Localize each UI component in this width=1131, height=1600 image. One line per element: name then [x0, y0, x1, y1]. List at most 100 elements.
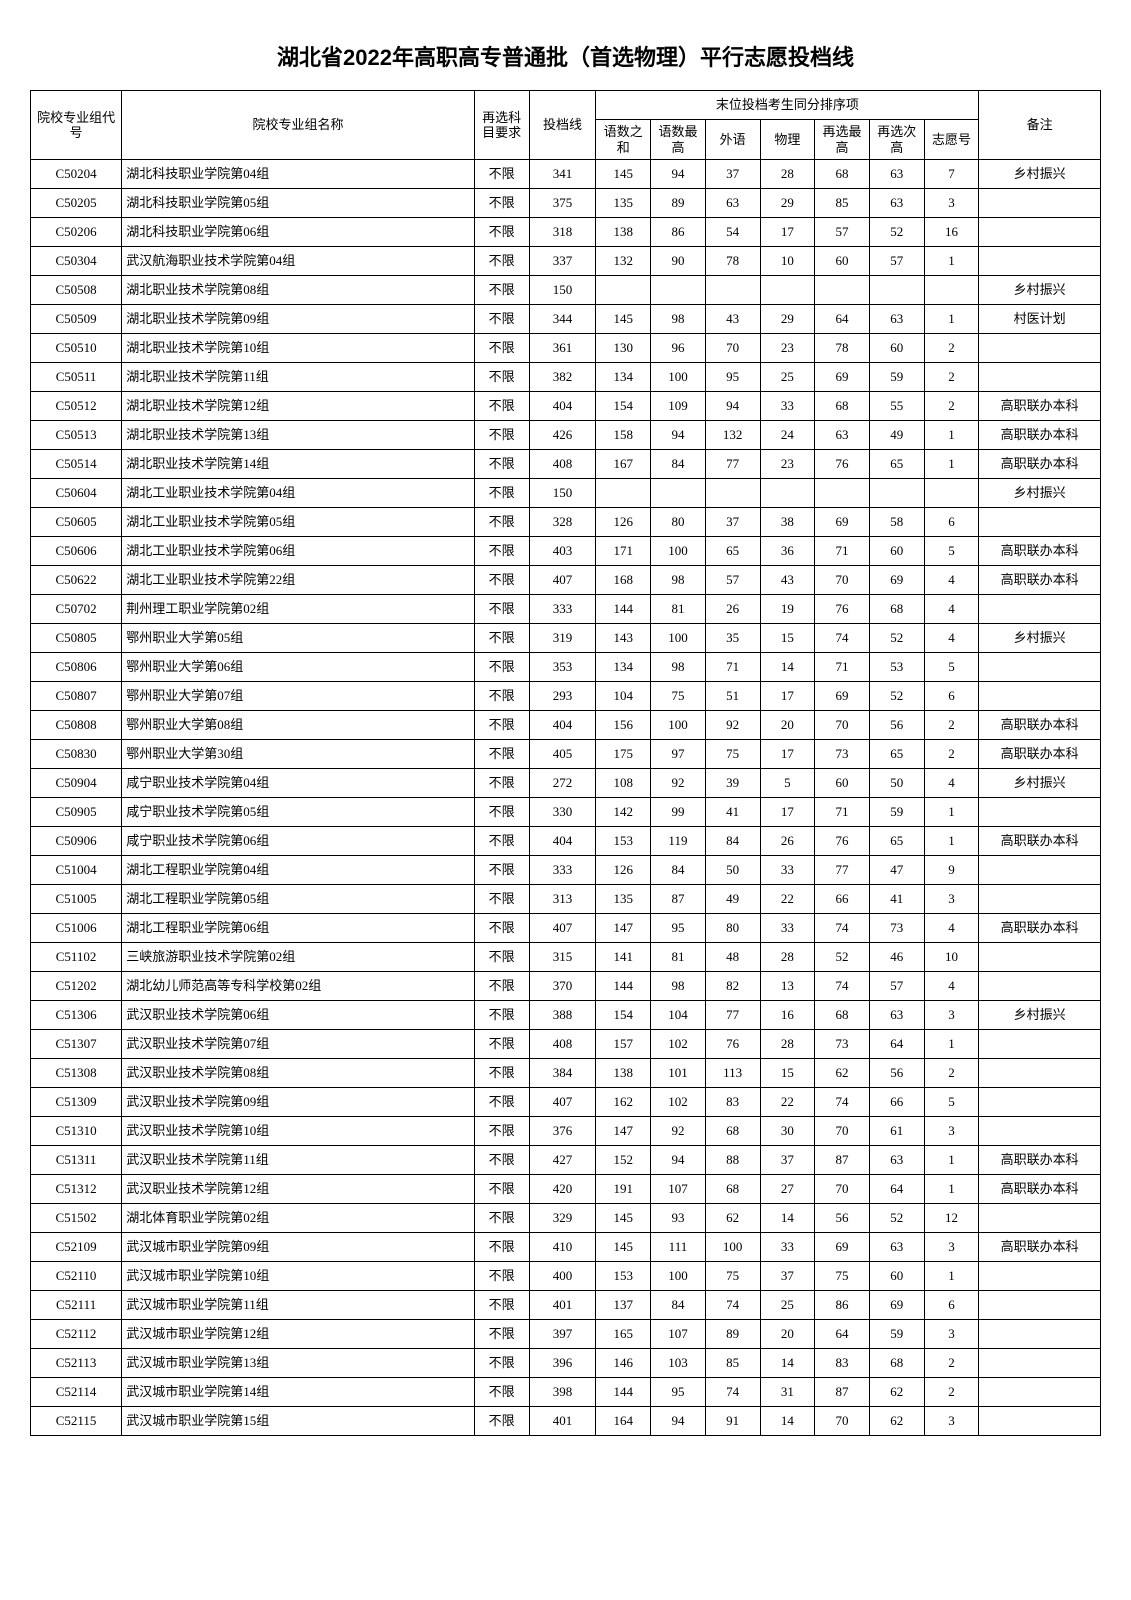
cell-r2: 58 [869, 508, 924, 537]
cell-yszh: 143 [596, 624, 651, 653]
cell-r2: 52 [869, 682, 924, 711]
cell-ysmax: 95 [651, 1378, 706, 1407]
cell-code: C50510 [31, 334, 122, 363]
th-tiebreak-group: 末位投档考生同分排序项 [596, 91, 979, 120]
cell-yszh: 164 [596, 1407, 651, 1436]
cell-wish: 4 [924, 914, 979, 943]
table-row: C52111武汉城市职业学院第11组不限40113784742586696 [31, 1291, 1101, 1320]
cell-yszh: 134 [596, 653, 651, 682]
th-yszh: 语数之和 [596, 120, 651, 160]
cell-code: C50806 [31, 653, 122, 682]
cell-ysmax: 109 [651, 392, 706, 421]
cell-note: 乡村振兴 [979, 479, 1101, 508]
cell-score: 150 [529, 479, 596, 508]
table-row: C51006湖北工程职业学院第06组不限40714795803374734高职联… [31, 914, 1101, 943]
table-row: C50606湖北工业职业技术学院第06组不限403171100653671605… [31, 537, 1101, 566]
cell-ph: 17 [760, 798, 815, 827]
table-row: C52109武汉城市职业学院第09组不限4101451111003369633高… [31, 1233, 1101, 1262]
cell-ph: 33 [760, 856, 815, 885]
cell-name: 湖北职业技术学院第11组 [122, 363, 475, 392]
cell-note [979, 1262, 1101, 1291]
cell-note [979, 1030, 1101, 1059]
cell-note: 高职联办本科 [979, 827, 1101, 856]
cell-wish: 1 [924, 305, 979, 334]
cell-note: 村医计划 [979, 305, 1101, 334]
cell-r2: 49 [869, 421, 924, 450]
cell-fl: 51 [705, 682, 760, 711]
cell-score: 382 [529, 363, 596, 392]
cell-rmax: 83 [815, 1349, 870, 1378]
cell-ysmax: 119 [651, 827, 706, 856]
cell-rmax [815, 479, 870, 508]
cell-yszh: 168 [596, 566, 651, 595]
cell-r2: 59 [869, 798, 924, 827]
cell-note [979, 1291, 1101, 1320]
cell-r2: 63 [869, 305, 924, 334]
cell-ph: 17 [760, 740, 815, 769]
cell-ph: 27 [760, 1175, 815, 1204]
table-row: C52115武汉城市职业学院第15组不限40116494911470623 [31, 1407, 1101, 1436]
cell-fl: 68 [705, 1175, 760, 1204]
cell-r2: 60 [869, 334, 924, 363]
cell-r2: 73 [869, 914, 924, 943]
cell-r2: 55 [869, 392, 924, 421]
cell-yszh: 158 [596, 421, 651, 450]
cell-r2: 60 [869, 1262, 924, 1291]
cell-code: C51005 [31, 885, 122, 914]
cell-rmax: 63 [815, 421, 870, 450]
cell-code: C50805 [31, 624, 122, 653]
cell-sub: 不限 [474, 334, 529, 363]
cell-wish: 3 [924, 1407, 979, 1436]
cell-name: 湖北科技职业学院第04组 [122, 160, 475, 189]
cell-name: 湖北体育职业学院第02组 [122, 1204, 475, 1233]
score-table: 院校专业组代号 院校专业组名称 再选科目要求 投档线 末位投档考生同分排序项 备… [30, 90, 1101, 1436]
cell-score: 333 [529, 595, 596, 624]
cell-score: 329 [529, 1204, 596, 1233]
cell-note [979, 189, 1101, 218]
cell-rmax: 57 [815, 218, 870, 247]
cell-ysmax: 86 [651, 218, 706, 247]
table-row: C52114武汉城市职业学院第14组不限39814495743187622 [31, 1378, 1101, 1407]
cell-r2: 63 [869, 1146, 924, 1175]
cell-note: 高职联办本科 [979, 566, 1101, 595]
cell-note: 高职联办本科 [979, 537, 1101, 566]
cell-note [979, 972, 1101, 1001]
table-row: C50511湖北职业技术学院第11组不限382134100952569592 [31, 363, 1101, 392]
cell-wish: 1 [924, 1030, 979, 1059]
cell-code: C50205 [31, 189, 122, 218]
cell-name: 武汉职业技术学院第06组 [122, 1001, 475, 1030]
cell-yszh: 153 [596, 827, 651, 856]
cell-r2: 56 [869, 1059, 924, 1088]
cell-fl: 65 [705, 537, 760, 566]
cell-sub: 不限 [474, 421, 529, 450]
cell-note: 高职联办本科 [979, 711, 1101, 740]
cell-name: 武汉城市职业学院第14组 [122, 1378, 475, 1407]
table-row: C50510湖北职业技术学院第10组不限36113096702378602 [31, 334, 1101, 363]
cell-sub: 不限 [474, 1204, 529, 1233]
cell-rmax: 70 [815, 1175, 870, 1204]
cell-note [979, 218, 1101, 247]
cell-rmax: 62 [815, 1059, 870, 1088]
table-row: C50604湖北工业职业技术学院第04组不限150乡村振兴 [31, 479, 1101, 508]
cell-rmax: 68 [815, 160, 870, 189]
cell-fl: 49 [705, 885, 760, 914]
cell-yszh: 137 [596, 1291, 651, 1320]
cell-rmax: 68 [815, 392, 870, 421]
cell-score: 341 [529, 160, 596, 189]
cell-sub: 不限 [474, 363, 529, 392]
cell-yszh: 132 [596, 247, 651, 276]
cell-yszh: 146 [596, 1349, 651, 1378]
cell-r2: 63 [869, 1233, 924, 1262]
cell-yszh: 145 [596, 305, 651, 334]
cell-yszh: 144 [596, 1378, 651, 1407]
cell-ph: 25 [760, 1291, 815, 1320]
table-row: C50304武汉航海职业技术学院第04组不限33713290781060571 [31, 247, 1101, 276]
cell-score: 361 [529, 334, 596, 363]
cell-fl: 82 [705, 972, 760, 1001]
cell-ph: 24 [760, 421, 815, 450]
cell-yszh [596, 479, 651, 508]
cell-score: 313 [529, 885, 596, 914]
cell-rmax: 71 [815, 798, 870, 827]
cell-sub: 不限 [474, 1030, 529, 1059]
cell-ysmax: 80 [651, 508, 706, 537]
